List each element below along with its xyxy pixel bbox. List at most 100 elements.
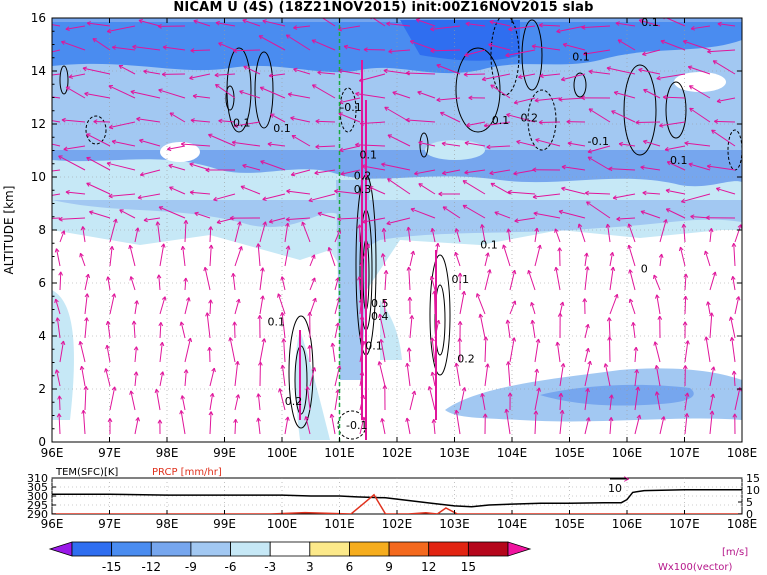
wind-vector-head	[207, 346, 210, 352]
colorbar-segment	[71, 541, 113, 557]
wind-vector-head	[143, 217, 148, 221]
colorbar-segment	[388, 541, 430, 557]
wind-vector-head	[328, 247, 333, 251]
wind-vector-head	[582, 298, 586, 303]
wind-vector	[484, 269, 491, 291]
wind-vector-head	[617, 39, 621, 44]
wind-vector	[283, 338, 286, 363]
wind-vector-head	[302, 221, 306, 225]
contour-ellipse	[59, 65, 69, 95]
wind-vector-head	[457, 272, 461, 277]
wind-vector	[240, 185, 261, 195]
wind-vector	[707, 165, 736, 171]
wind-vector-head	[285, 217, 290, 220]
wind-vector-head	[738, 296, 741, 301]
wind-vector	[89, 211, 111, 219]
wind-vector-head	[487, 252, 490, 257]
wind-vector-head	[440, 112, 444, 117]
wind-vector	[684, 296, 687, 315]
wind-vector-head	[610, 266, 614, 271]
wind-vector-head	[108, 124, 113, 129]
wind-vector-head	[459, 321, 463, 326]
wind-vector-head	[405, 72, 410, 76]
wind-vector-head	[327, 247, 330, 252]
wind-vector-head	[286, 189, 291, 192]
wind-vector-head	[306, 386, 311, 391]
wind-vector	[284, 245, 290, 267]
wind-vector-head	[213, 199, 218, 202]
wind-vector	[52, 24, 61, 27]
wind-vector	[561, 166, 586, 171]
wind-vector-head	[561, 164, 566, 168]
wind-vector	[516, 140, 536, 147]
wind-vector-head	[681, 198, 685, 203]
wind-vector-head	[654, 365, 657, 370]
wind-vector	[301, 221, 311, 243]
wind-vector	[539, 24, 561, 27]
wind-vector-head	[606, 317, 610, 322]
contour-ellipse	[490, 18, 520, 96]
wind-vector	[234, 298, 240, 315]
wind-vector-head	[65, 86, 69, 91]
wind-vector-head	[461, 387, 466, 391]
wind-vector	[209, 244, 212, 267]
wind-vector-head	[267, 143, 272, 147]
wind-vector-head	[430, 50, 435, 54]
wind-vector	[642, 192, 661, 195]
wind-vector-head	[690, 214, 695, 217]
wind-vector-head	[607, 223, 611, 228]
wind-vector-head	[712, 60, 716, 65]
wind-vector-head	[716, 101, 722, 104]
wind-vector-head	[136, 300, 139, 305]
wind-vector-head	[432, 290, 435, 295]
wind-vector	[58, 395, 61, 411]
wind-vector-head	[730, 276, 734, 281]
wind-vector	[709, 366, 715, 387]
wind-vector-head	[558, 97, 563, 101]
wind-vector-head	[539, 75, 544, 79]
wind-vector-head	[405, 117, 410, 121]
wind-vector-head	[134, 300, 138, 305]
wind-vector	[181, 395, 186, 411]
wind-vector-head	[656, 391, 660, 396]
wind-vector-head	[203, 267, 206, 272]
wind-vector-head	[392, 91, 397, 93]
colorbar-unit: [m/s]	[722, 547, 748, 558]
x-tick-label: 104E	[497, 446, 528, 460]
wind-vector-head	[243, 66, 247, 70]
wind-vector	[559, 410, 563, 435]
wind-vector-head	[587, 360, 591, 365]
wind-vector	[269, 73, 286, 77]
wind-vector-head	[286, 190, 291, 194]
wind-vector	[433, 290, 436, 315]
wind-vector-head	[441, 141, 446, 144]
wind-vector-head	[438, 193, 443, 197]
wind-vector-head	[716, 187, 721, 189]
wind-vector-head	[637, 386, 641, 391]
wind-vector-head	[659, 123, 663, 127]
wind-vector-head	[216, 222, 222, 225]
wind-vector-head	[132, 46, 137, 50]
wind-vector	[578, 223, 586, 243]
wind-vector-head	[380, 253, 384, 258]
wind-vector-head	[438, 320, 441, 325]
surface-x-tick-label: 96E	[41, 517, 64, 531]
wind-vector	[58, 217, 86, 220]
wind-vector	[408, 266, 411, 291]
wind-vector	[584, 324, 589, 339]
wind-vector-head	[706, 301, 709, 306]
wind-vector	[84, 293, 88, 315]
wind-vector-head	[516, 139, 521, 142]
wind-vector-head	[86, 317, 89, 322]
wind-vector	[717, 23, 736, 27]
wind-vector-head	[68, 76, 73, 79]
wind-vector-head	[410, 250, 414, 255]
wind-vector	[484, 363, 489, 387]
wind-vector-head	[189, 77, 194, 81]
wind-vector-head	[338, 113, 342, 117]
wind-vector-head	[587, 324, 590, 329]
wind-vector-head	[638, 69, 642, 73]
wind-vector-head	[433, 419, 437, 423]
wind-vector-head	[159, 341, 163, 346]
wind-vector-head	[232, 272, 236, 277]
